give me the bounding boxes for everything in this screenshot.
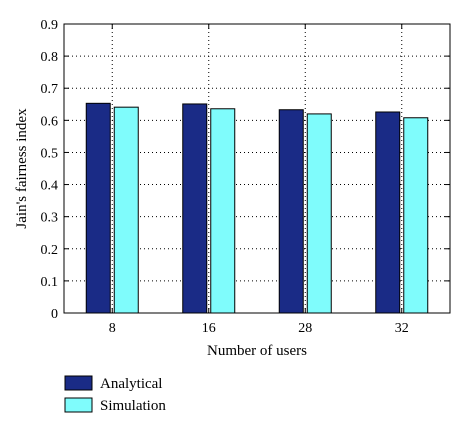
y-tick-label: 0.3 bbox=[41, 211, 59, 226]
y-tick-label: 0.6 bbox=[41, 114, 59, 129]
y-tick-label: 0.2 bbox=[41, 243, 59, 258]
legend-swatch-analytical bbox=[64, 375, 93, 391]
y-tick-label: 0.9 bbox=[41, 18, 59, 33]
y-tick-label: 0 bbox=[51, 307, 58, 322]
legend: Analytical Simulation bbox=[64, 375, 166, 414]
x-tick-label: 28 bbox=[298, 321, 312, 336]
x-axis-label: Number of users bbox=[207, 343, 307, 359]
y-axis: 0 0.1 0.2 0.3 0.4 0.5 0.6 0.7 0.8 0.9 bbox=[41, 18, 450, 322]
legend-label-simulation: Simulation bbox=[100, 398, 166, 414]
bar-analytical-32 bbox=[375, 111, 401, 314]
legend-swatch-simulation bbox=[64, 397, 93, 413]
bar-analytical-8 bbox=[85, 102, 111, 314]
plot-area bbox=[63, 23, 451, 314]
bars bbox=[85, 102, 429, 314]
x-axis: 8 16 28 32 bbox=[109, 24, 409, 336]
y-tick-label: 0.4 bbox=[41, 179, 59, 194]
x-tick-label: 8 bbox=[109, 321, 116, 336]
bar-simulation-32 bbox=[403, 117, 429, 314]
bar-analytical-28 bbox=[278, 109, 304, 314]
bar-simulation-28 bbox=[306, 113, 332, 314]
x-tick-label: 32 bbox=[395, 321, 409, 336]
x-tick-label: 16 bbox=[202, 321, 216, 336]
legend-label-analytical: Analytical bbox=[100, 376, 162, 392]
y-tick-label: 0.5 bbox=[41, 146, 59, 161]
bar-simulation-16 bbox=[210, 108, 236, 314]
y-axis-label: Jain's fairness index bbox=[14, 108, 30, 229]
y-tick-label: 0.7 bbox=[41, 82, 59, 97]
y-tick-label: 0.8 bbox=[41, 50, 59, 65]
y-tick-label: 0.1 bbox=[41, 275, 59, 290]
bar-simulation-8 bbox=[113, 106, 139, 314]
bar-analytical-16 bbox=[182, 103, 208, 314]
